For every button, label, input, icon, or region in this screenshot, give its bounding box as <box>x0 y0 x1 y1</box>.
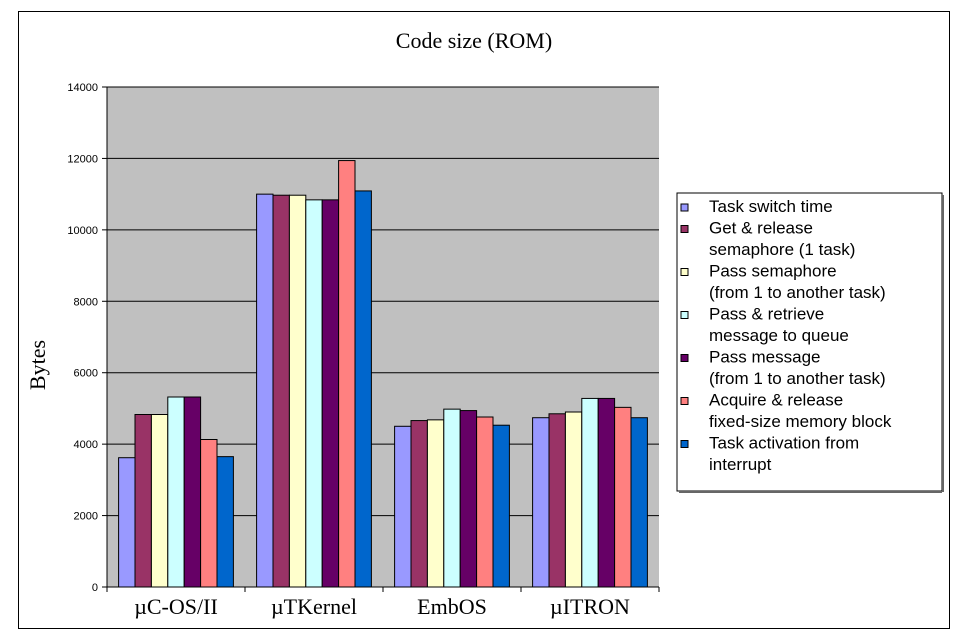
legend-swatch <box>680 440 689 448</box>
x-tick-label: µITRON <box>550 594 630 619</box>
bar <box>426 419 445 588</box>
bar <box>200 439 218 588</box>
y-axis-label: Bytes <box>25 340 50 390</box>
bar <box>321 199 340 588</box>
bar <box>581 397 599 588</box>
bar <box>532 417 550 588</box>
legend-label: fixed-size memory block <box>709 412 892 431</box>
bar <box>548 413 566 588</box>
legend-label: Acquire & release <box>709 391 843 410</box>
bar <box>134 414 152 588</box>
bar <box>443 408 461 588</box>
bar <box>288 194 307 588</box>
bar <box>614 406 632 588</box>
y-tick-label: 2000 <box>74 511 98 523</box>
legend-label: Get & release <box>709 219 813 238</box>
bar <box>183 396 202 588</box>
bar <box>459 410 478 588</box>
legend-swatch <box>680 354 689 362</box>
y-tick-label: 8000 <box>74 296 98 308</box>
legend-label: Pass message <box>709 348 821 367</box>
x-tick-label: µC-OS/II <box>134 594 218 619</box>
bar <box>216 456 234 588</box>
axes <box>106 87 660 592</box>
bar <box>630 417 648 588</box>
bar <box>256 193 274 588</box>
legend-label: (from 1 to another task) <box>709 283 886 302</box>
legend-label: Task activation from <box>709 434 859 453</box>
legend-swatch <box>680 268 689 276</box>
x-tick-label: EmbOS <box>417 594 487 619</box>
legend-swatch <box>680 397 689 405</box>
legend: Task switch time Get & release semaphore (… <box>676 192 944 493</box>
y-tick-label: 6000 <box>74 368 98 380</box>
bar <box>597 397 616 588</box>
bar <box>118 457 136 588</box>
legend-label: Pass & retrieve <box>709 305 824 324</box>
y-tick-label: 4000 <box>74 439 98 451</box>
y-tick-label: 0 <box>92 582 98 594</box>
bar <box>150 414 169 588</box>
y-tick-label: 12000 <box>67 153 98 165</box>
legend-label: Pass semaphore <box>709 262 837 281</box>
bar <box>354 190 372 588</box>
chart-title: Code size (ROM) <box>396 28 552 53</box>
x-tick-labels: µC-OS/II µTKernel EmbOS µITRON <box>134 594 630 619</box>
bar <box>410 420 428 588</box>
legend-swatch <box>680 311 689 319</box>
legend-swatch <box>680 225 689 233</box>
legend-label: semaphore (1 task) <box>709 240 855 259</box>
legend-label: Task switch time <box>709 197 833 216</box>
bar <box>305 199 323 588</box>
bar <box>492 424 510 588</box>
bar <box>338 160 356 588</box>
bars <box>118 160 648 588</box>
x-tick-label: µTKernel <box>271 594 357 619</box>
legend-box <box>676 192 943 492</box>
legend-label: interrupt <box>709 455 772 474</box>
bar <box>272 194 290 588</box>
y-tick-labels: 0 2000 4000 6000 8000 10000 12000 14000 <box>67 82 107 594</box>
y-tick-label: 10000 <box>67 225 98 237</box>
bar <box>564 411 583 588</box>
bar <box>167 396 185 588</box>
legend-label: (from 1 to another task) <box>709 369 886 388</box>
legend-swatch <box>680 203 689 212</box>
y-tick-label: 14000 <box>67 82 98 94</box>
bar <box>394 425 412 588</box>
legend-label: message to queue <box>709 326 849 345</box>
bar <box>476 416 494 588</box>
